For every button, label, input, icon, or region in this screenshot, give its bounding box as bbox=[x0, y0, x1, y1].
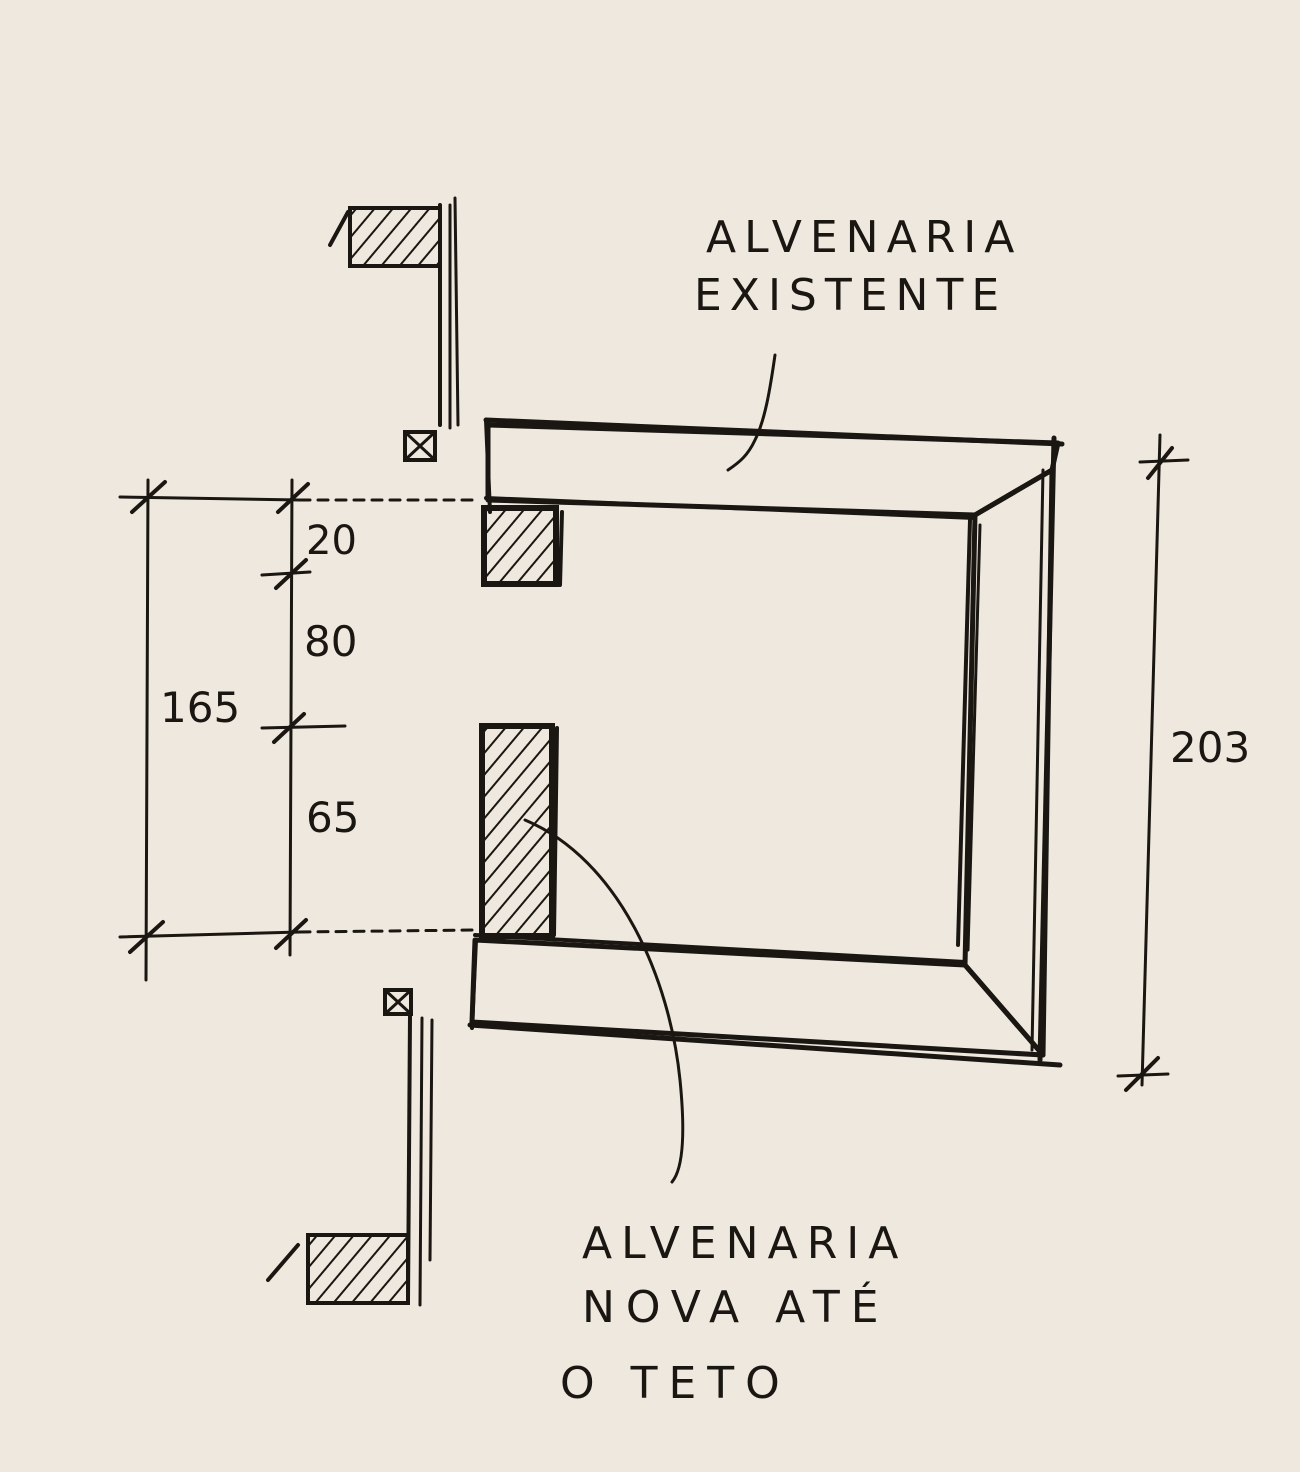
new-wall-stub-bottom bbox=[479, 723, 555, 939]
dimension-label-165: 165 bbox=[160, 683, 240, 732]
label-new-line3: O TETO bbox=[560, 1358, 791, 1409]
label-new-line2: NOVA ATÉ bbox=[582, 1280, 890, 1333]
dimension-lines-left bbox=[118, 478, 482, 982]
dimension-label-80: 80 bbox=[304, 617, 357, 666]
upper-wall-fragment bbox=[328, 196, 460, 462]
dimension-label-20: 20 bbox=[306, 518, 357, 564]
label-existing-line1: ALVENARIA bbox=[706, 212, 1022, 263]
new-wall-stub-top bbox=[481, 505, 559, 587]
dimension-label-65: 65 bbox=[306, 793, 359, 842]
label-existing-line2: EXISTENTE bbox=[694, 270, 1007, 321]
existing-wall bbox=[467, 417, 1065, 1068]
lower-wall-fragment bbox=[266, 988, 434, 1307]
leader-existing bbox=[726, 353, 777, 472]
dimension-line-right bbox=[1116, 433, 1190, 1092]
leader-new bbox=[523, 818, 685, 1184]
label-new-line1: ALVENARIA bbox=[582, 1218, 907, 1269]
dimension-label-203: 203 bbox=[1170, 723, 1250, 772]
